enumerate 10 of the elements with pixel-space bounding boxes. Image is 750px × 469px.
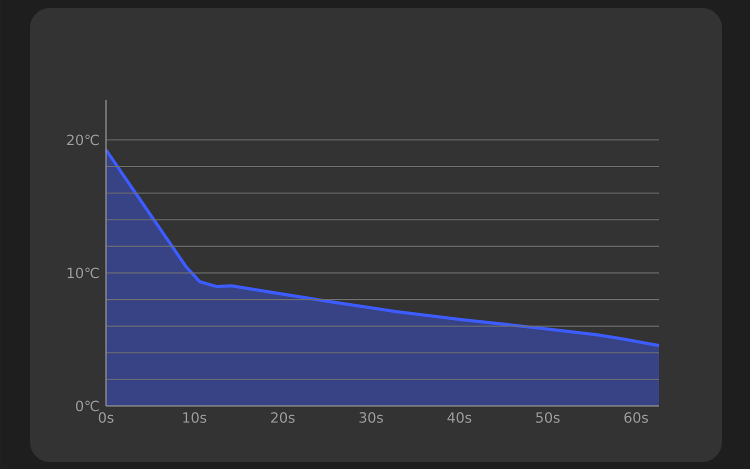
y-tick-label: 20℃ xyxy=(67,134,99,146)
x-tick-label: 50s xyxy=(536,412,560,423)
x-tick-label: 60s xyxy=(624,412,648,423)
x-tick-label: 0s xyxy=(98,412,114,423)
y-tick-label: 0℃ xyxy=(76,400,99,412)
x-tick-label: 30s xyxy=(359,412,383,423)
x-tick-label: 10s xyxy=(183,412,206,423)
y-tick-label: 10℃ xyxy=(68,268,99,278)
x-tick-label: 40s xyxy=(447,412,472,423)
x-tick-label: 20s xyxy=(271,412,295,423)
